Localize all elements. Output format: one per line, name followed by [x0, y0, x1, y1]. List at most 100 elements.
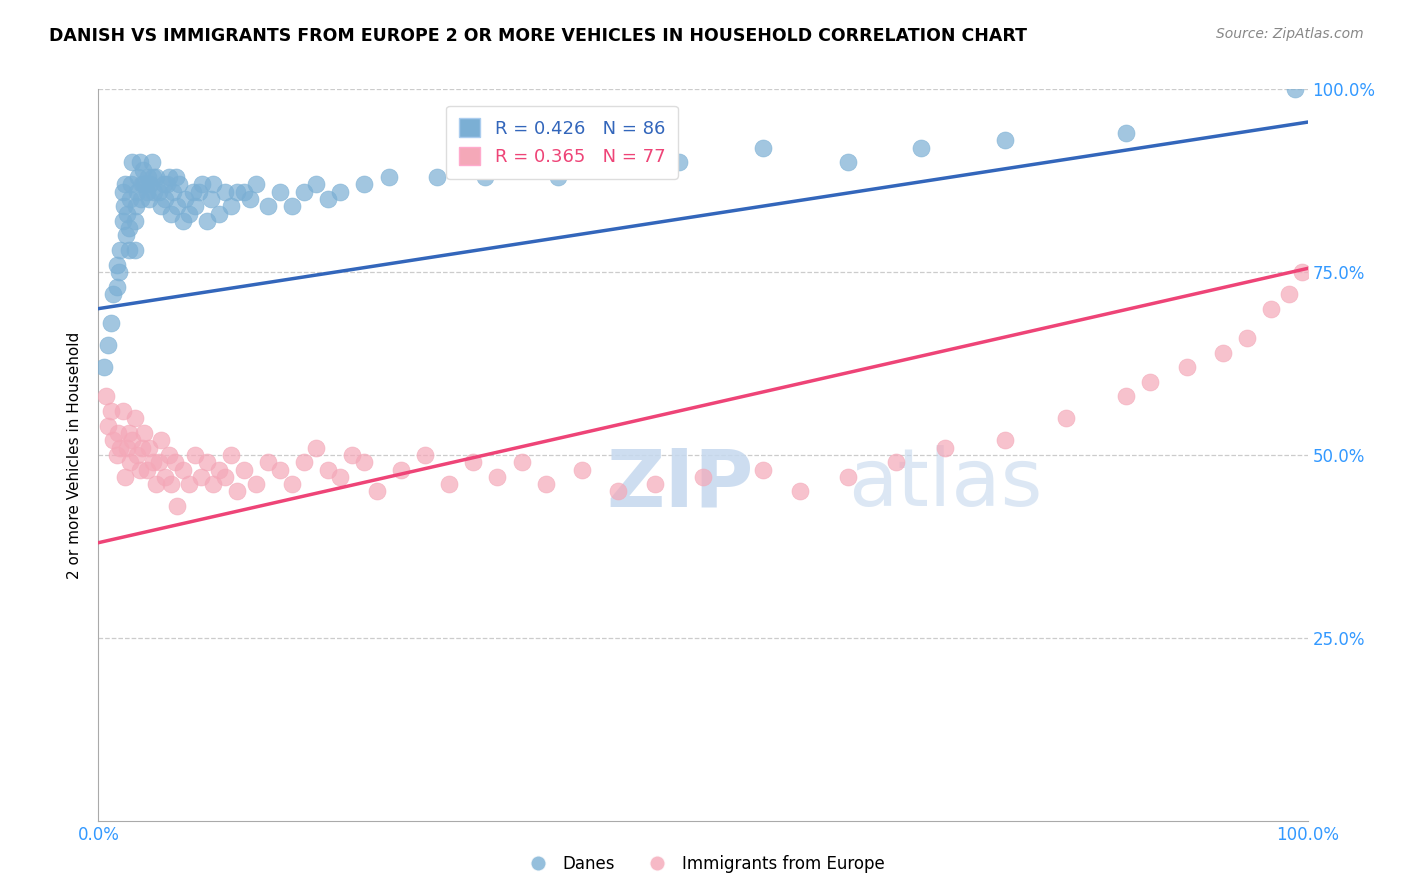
- Point: [837, 155, 859, 169]
- Point: [101, 434, 124, 448]
- Point: [134, 425, 156, 440]
- Point: [153, 470, 176, 484]
- Point: [157, 448, 180, 462]
- Point: [184, 199, 207, 213]
- Point: [112, 199, 135, 213]
- Y-axis label: 2 or more Vehicles in Household: 2 or more Vehicles in Household: [67, 331, 83, 579]
- Point: [934, 441, 956, 455]
- Point: [127, 169, 149, 184]
- Point: [166, 199, 188, 213]
- Point: [120, 178, 142, 192]
- Point: [245, 477, 267, 491]
- Point: [607, 484, 630, 499]
- Point: [534, 477, 557, 491]
- Point: [118, 192, 141, 206]
- Point: [150, 434, 173, 448]
- Point: [108, 265, 131, 279]
- Point: [148, 455, 170, 469]
- Point: [118, 455, 141, 469]
- Point: [142, 169, 165, 184]
- Point: [571, 462, 593, 476]
- Point: [692, 470, 714, 484]
- Point: [121, 434, 143, 448]
- Point: [486, 470, 509, 484]
- Point: [145, 477, 167, 491]
- Point: [281, 199, 304, 213]
- Point: [221, 448, 243, 462]
- Point: [97, 418, 120, 433]
- Point: [181, 185, 204, 199]
- Point: [135, 462, 157, 476]
- Text: atlas: atlas: [848, 445, 1042, 524]
- Point: [256, 199, 278, 213]
- Point: [118, 425, 141, 440]
- Point: [437, 477, 460, 491]
- Point: [114, 178, 136, 192]
- Point: [131, 178, 153, 192]
- Point: [1175, 360, 1198, 375]
- Point: [111, 185, 134, 199]
- Point: [134, 178, 156, 192]
- Point: [124, 411, 146, 425]
- Point: [245, 178, 267, 192]
- Point: [141, 155, 163, 169]
- Point: [752, 141, 775, 155]
- Point: [1284, 82, 1306, 96]
- Point: [208, 462, 231, 476]
- Point: [129, 192, 152, 206]
- Point: [108, 243, 131, 257]
- Point: [837, 470, 859, 484]
- Point: [269, 462, 291, 476]
- Point: [172, 462, 194, 476]
- Point: [162, 185, 184, 199]
- Point: [172, 214, 194, 228]
- Point: [226, 484, 249, 499]
- Point: [156, 178, 179, 192]
- Point: [118, 221, 141, 235]
- Point: [108, 441, 131, 455]
- Point: [214, 185, 236, 199]
- Point: [366, 484, 388, 499]
- Point: [789, 484, 811, 499]
- Point: [353, 178, 375, 192]
- Point: [150, 199, 173, 213]
- Point: [148, 185, 170, 199]
- Point: [111, 404, 134, 418]
- Point: [125, 199, 148, 213]
- Point: [153, 192, 176, 206]
- Point: [114, 470, 136, 484]
- Point: [179, 477, 201, 491]
- Point: [100, 404, 122, 418]
- Point: [256, 455, 278, 469]
- Point: [232, 462, 254, 476]
- Point: [128, 462, 150, 476]
- Point: [165, 169, 187, 184]
- Point: [1115, 126, 1137, 140]
- Point: [208, 206, 231, 220]
- Point: [160, 477, 183, 491]
- Point: [200, 192, 222, 206]
- Point: [138, 441, 160, 455]
- Legend: R = 0.426   N = 86, R = 0.365   N = 77: R = 0.426 N = 86, R = 0.365 N = 77: [446, 105, 678, 178]
- Point: [152, 178, 174, 192]
- Point: [105, 258, 128, 272]
- Point: [316, 192, 339, 206]
- Text: Source: ZipAtlas.com: Source: ZipAtlas.com: [1216, 27, 1364, 41]
- Point: [190, 470, 212, 484]
- Point: [115, 228, 138, 243]
- Point: [143, 185, 166, 199]
- Point: [221, 199, 243, 213]
- Point: [124, 243, 146, 257]
- Point: [202, 477, 225, 491]
- Point: [377, 169, 399, 184]
- Point: [668, 155, 690, 169]
- Point: [413, 448, 436, 462]
- Point: [994, 434, 1017, 448]
- Point: [127, 448, 149, 462]
- Point: [138, 192, 160, 206]
- Point: [226, 185, 249, 199]
- Point: [547, 169, 569, 184]
- Point: [329, 470, 352, 484]
- Point: [353, 455, 375, 469]
- Point: [281, 477, 304, 491]
